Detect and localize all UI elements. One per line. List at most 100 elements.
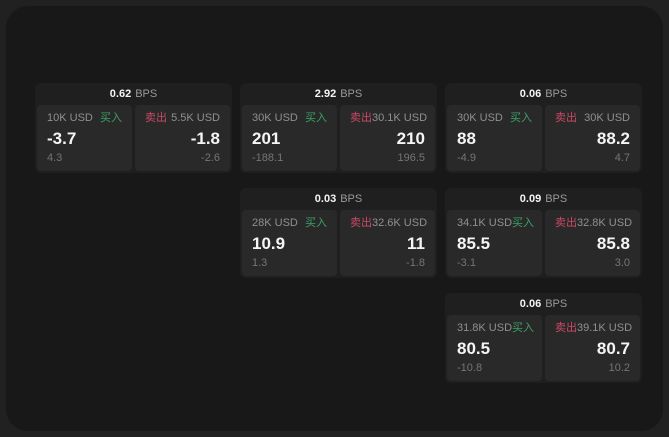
quote-cards-grid: 0.62 BPS 10K USD 买入 -3.7 4.3 卖出 5.5K USD…	[35, 83, 642, 383]
bps-value: 0.62	[109, 88, 132, 100]
quote-card: 0.09 BPS 34.1K USD 买入 85.5 -3.1 卖出 32.8K…	[445, 188, 642, 278]
bps-unit-label: BPS	[340, 88, 363, 100]
bps-value: 0.03	[314, 193, 337, 205]
buy-panel[interactable]: 34.1K USD 买入 85.5 -3.1	[447, 210, 542, 276]
bps-value: 0.06	[519, 88, 542, 100]
sell-panel-top-row: 卖出 32.8K USD	[555, 217, 633, 230]
bps-header: 0.06 BPS	[445, 83, 642, 105]
quote-card: 0.03 BPS 28K USD 买入 10.9 1.3 卖出 32.6K US…	[240, 188, 437, 278]
bps-header: 0.03 BPS	[240, 188, 437, 210]
buy-sell-panels: 30K USD 买入 201 -188.1 卖出 30.1K USD 210 1…	[240, 105, 437, 173]
buy-panel[interactable]: 10K USD 买入 -3.7 4.3	[37, 105, 132, 171]
buy-side-label: 买入	[305, 217, 327, 229]
bps-header: 0.09 BPS	[445, 188, 642, 210]
sell-sub-value: -1.8	[406, 257, 425, 269]
quote-card: 0.62 BPS 10K USD 买入 -3.7 4.3 卖出 5.5K USD…	[35, 83, 232, 173]
sell-amount: 30.1K USD	[372, 112, 428, 124]
buy-panel-top-row: 28K USD 买入	[252, 217, 327, 230]
buy-panel-top-row: 30K USD 买入	[457, 112, 532, 125]
sell-amount: 39.1K USD	[577, 322, 633, 334]
sell-side-label: 卖出	[555, 112, 577, 124]
sell-side-label: 卖出	[555, 322, 577, 334]
sell-side-label: 卖出	[350, 217, 372, 229]
sell-quote-value: 80.7	[596, 338, 630, 358]
buy-panel[interactable]: 31.8K USD 买入 80.5 -10.8	[447, 315, 542, 381]
bps-header: 2.92 BPS	[240, 83, 437, 105]
bps-value: 0.06	[519, 298, 542, 310]
buy-sub-value: -4.9	[457, 152, 476, 164]
buy-sell-panels: 28K USD 买入 10.9 1.3 卖出 32.6K USD 11 -1.8	[240, 210, 437, 278]
sell-quote-value: 85.8	[596, 233, 630, 253]
buy-quote-value: 10.9	[252, 233, 286, 253]
sell-side-label: 卖出	[350, 112, 372, 124]
sell-quote-value: 11	[407, 233, 425, 253]
buy-quote-value: 201	[252, 128, 281, 148]
sell-panel-top-row: 卖出 30K USD	[555, 112, 630, 125]
buy-sell-panels: 10K USD 买入 -3.7 4.3 卖出 5.5K USD -1.8 -2.…	[35, 105, 232, 173]
bps-header: 0.06 BPS	[445, 293, 642, 315]
buy-quote-value: 85.5	[457, 233, 491, 253]
sell-panel[interactable]: 卖出 30.1K USD 210 196.5	[340, 105, 435, 171]
sell-panel[interactable]: 卖出 5.5K USD -1.8 -2.6	[135, 105, 230, 171]
sell-sub-value: -2.6	[201, 152, 220, 164]
sell-panel-top-row: 卖出 32.6K USD	[350, 217, 428, 230]
buy-side-label: 买入	[305, 112, 327, 124]
sell-quote-value: 88.2	[596, 128, 630, 148]
bps-value: 2.92	[314, 88, 337, 100]
buy-side-label: 买入	[510, 112, 532, 124]
buy-panel[interactable]: 28K USD 买入 10.9 1.3	[242, 210, 337, 276]
sell-amount: 5.5K USD	[171, 112, 220, 124]
sell-amount: 32.8K USD	[577, 217, 633, 229]
buy-sub-value: -3.1	[457, 257, 476, 269]
sell-panel[interactable]: 卖出 39.1K USD 80.7 10.2	[545, 315, 640, 381]
sell-panel[interactable]: 卖出 32.8K USD 85.8 3.0	[545, 210, 640, 276]
quote-card: 2.92 BPS 30K USD 买入 201 -188.1 卖出 30.1K …	[240, 83, 437, 173]
buy-quote-value: 88	[457, 128, 476, 148]
buy-panel[interactable]: 30K USD 买入 201 -188.1	[242, 105, 337, 171]
buy-panel-top-row: 31.8K USD 买入	[457, 322, 534, 335]
buy-sub-value: 1.3	[252, 257, 268, 269]
app-window: 0.62 BPS 10K USD 买入 -3.7 4.3 卖出 5.5K USD…	[6, 6, 663, 431]
buy-amount: 30K USD	[457, 112, 503, 124]
sell-panel-top-row: 卖出 30.1K USD	[350, 112, 428, 125]
buy-amount: 30K USD	[252, 112, 298, 124]
buy-sub-value: -188.1	[252, 152, 284, 164]
sell-panel[interactable]: 卖出 32.6K USD 11 -1.8	[340, 210, 435, 276]
sell-panel[interactable]: 卖出 30K USD 88.2 4.7	[545, 105, 640, 171]
buy-panel-top-row: 30K USD 买入	[252, 112, 327, 125]
buy-sub-value: -10.8	[457, 362, 483, 374]
bps-unit-label: BPS	[545, 193, 568, 205]
bps-unit-label: BPS	[135, 88, 158, 100]
buy-amount: 10K USD	[47, 112, 93, 124]
buy-side-label: 买入	[512, 217, 535, 229]
buy-sell-panels: 31.8K USD 买入 80.5 -10.8 卖出 39.1K USD 80.…	[445, 315, 642, 383]
bps-header: 0.62 BPS	[35, 83, 232, 105]
sell-quote-value: -1.8	[190, 128, 220, 148]
buy-panel[interactable]: 30K USD 买入 88 -4.9	[447, 105, 542, 171]
quote-card: 0.06 BPS 30K USD 买入 88 -4.9 卖出 30K USD 8…	[445, 83, 642, 173]
sell-panel-top-row: 卖出 39.1K USD	[555, 322, 633, 335]
buy-amount: 31.8K USD	[457, 322, 513, 334]
bps-unit-label: BPS	[340, 193, 363, 205]
quote-card: 0.06 BPS 31.8K USD 买入 80.5 -10.8 卖出 39.1…	[445, 293, 642, 383]
sell-sub-value: 196.5	[397, 152, 425, 164]
buy-amount: 34.1K USD	[457, 217, 513, 229]
buy-sell-panels: 30K USD 买入 88 -4.9 卖出 30K USD 88.2 4.7	[445, 105, 642, 173]
sell-sub-value: 10.2	[608, 362, 630, 374]
sell-amount: 32.6K USD	[372, 217, 428, 229]
sell-sub-value: 3.0	[614, 257, 630, 269]
bps-unit-label: BPS	[545, 298, 568, 310]
sell-side-label: 卖出	[555, 217, 577, 229]
buy-sub-value: 4.3	[47, 152, 63, 164]
buy-panel-top-row: 34.1K USD 买入	[457, 217, 535, 230]
sell-quote-value: 210	[396, 128, 425, 148]
buy-panel-top-row: 10K USD 买入	[47, 112, 122, 125]
buy-quote-value: 80.5	[457, 338, 491, 358]
bps-value: 0.09	[519, 193, 542, 205]
buy-side-label: 买入	[100, 112, 122, 124]
bps-unit-label: BPS	[545, 88, 568, 100]
sell-panel-top-row: 卖出 5.5K USD	[145, 112, 220, 125]
sell-amount: 30K USD	[584, 112, 630, 124]
buy-quote-value: -3.7	[47, 128, 77, 148]
